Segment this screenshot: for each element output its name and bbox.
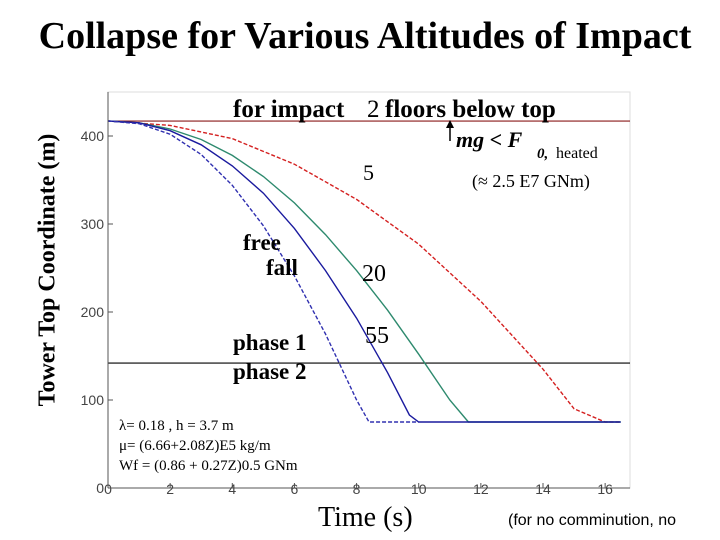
series-line-3 <box>107 120 621 423</box>
series-line-4 <box>107 120 419 423</box>
x-tick-label: 10 <box>411 481 427 497</box>
x-tick-label: 12 <box>473 481 489 497</box>
param-line-2: μ= (6.66+2.08Z)E5 kg/m <box>119 438 271 454</box>
footnote: (for no comminution, no <box>508 512 677 529</box>
x-tick-label: 8 <box>353 481 361 497</box>
approx-value: (≈ 2.5 E7 GNm) <box>472 171 590 192</box>
curve-label-5: 5 <box>363 160 374 185</box>
curve-label-20: 20 <box>362 261 386 287</box>
fall-label: fall <box>266 255 298 280</box>
series-line-2 <box>107 120 621 423</box>
impact-note: for impact <box>233 96 345 123</box>
series-line-1 <box>107 120 621 423</box>
free-label: free <box>243 230 281 255</box>
param-line-1: λ= 0.18 , h = 3.7 m <box>119 418 234 434</box>
x-tick-label: 2 <box>166 481 174 497</box>
y-tick-label: 300 <box>81 216 105 232</box>
x-tick-label: 0 <box>104 481 112 497</box>
x-tick-label: 4 <box>228 481 236 497</box>
param-line-3: Wf = (0.86 + 0.27Z)0.5 GNm <box>119 458 298 474</box>
impact-floors: 2 <box>367 96 380 123</box>
y-tick-label: 0 <box>96 480 104 496</box>
chart-title: Collapse for Various Altitudes of Impact <box>38 15 692 57</box>
y-tick-label: 200 <box>81 304 105 320</box>
condition-sub0: 0, <box>537 146 548 162</box>
curve-label-55: 55 <box>365 323 389 349</box>
condition-arrow-head <box>446 120 454 128</box>
x-axis-label: Time (s) <box>318 502 413 533</box>
x-tick-label: 6 <box>291 481 299 497</box>
impact-rest: floors below top <box>385 96 556 123</box>
phase2-label: phase 2 <box>233 359 307 384</box>
condition-heated: heated <box>556 145 598 162</box>
phase1-label: phase 1 <box>233 330 307 355</box>
y-tick-label: 100 <box>81 392 105 408</box>
y-tick-label: 400 <box>81 128 105 144</box>
x-tick-label: 14 <box>535 481 551 497</box>
condition-main: mg < F <box>456 127 523 152</box>
x-tick-label: 16 <box>597 481 613 497</box>
